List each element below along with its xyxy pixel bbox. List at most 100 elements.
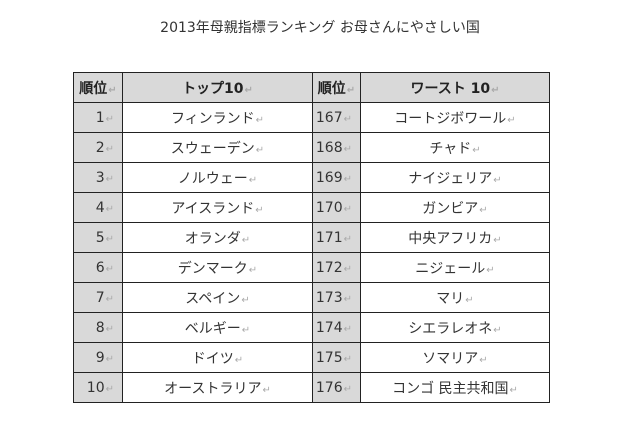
return-mark-icon: ↵ — [105, 143, 114, 155]
worst-rank-cell-text: 175 — [315, 349, 343, 366]
return-mark-icon: ↵ — [105, 323, 114, 335]
top-rank-cell-text: 4 — [95, 199, 105, 216]
top-country-cell-text: ベルギー — [184, 320, 241, 337]
worst-country-cell-text: ニジェール — [415, 260, 486, 277]
return-mark-icon: ↵ — [343, 203, 352, 215]
header-rank-right: 順位↵ — [312, 72, 361, 103]
worst-country-cell: ナイジェリア↵ — [360, 162, 550, 193]
worst-country-cell-text: シエラレオネ — [408, 320, 493, 337]
table-row: 10↵ オーストラリア↵ 176↵ コンゴ 民主共和国↵ — [73, 372, 550, 403]
table-row: 1↵ フィンランド↵ 167↵ コートジボワール↵ — [73, 102, 550, 133]
return-mark-icon: ↵ — [346, 84, 356, 96]
top-rank-cell-text: 5 — [95, 229, 105, 246]
return-mark-icon: ↵ — [244, 84, 253, 96]
top-rank-cell-text: 6 — [95, 259, 105, 276]
table-header-row: 順位↵ トップ10↵ 順位↵ ワースト 10↵ — [73, 72, 550, 103]
return-mark-icon: ↵ — [234, 354, 244, 366]
worst-country-cell: シエラレオネ↵ — [360, 312, 550, 343]
return-mark-icon: ↵ — [343, 263, 352, 275]
top-country-cell-text: オランダ — [184, 230, 241, 247]
top-rank-cell: 6↵ — [73, 252, 123, 283]
top-country-cell: オーストラリア↵ — [122, 372, 313, 403]
table-row: 9↵ ドイツ↵ 175↵ ソマリア↵ — [73, 342, 550, 373]
return-mark-icon: ↵ — [465, 294, 474, 306]
worst-rank-cell: 170↵ — [312, 192, 361, 223]
top-rank-cell: 1↵ — [73, 102, 123, 133]
worst-country-cell-text: ガンビア — [422, 200, 479, 217]
top-country-cell: ノルウェー↵ — [122, 162, 313, 193]
table-row: 5↵ オランダ↵ 171↵ 中央アフリカ↵ — [73, 222, 550, 253]
return-mark-icon: ↵ — [241, 294, 250, 306]
worst-country-cell: マリ↵ — [360, 282, 550, 313]
worst-rank-cell-text: 172 — [315, 259, 343, 276]
return-mark-icon: ↵ — [479, 354, 488, 366]
worst-country-cell-text: 中央アフリカ — [408, 230, 493, 247]
worst-rank-cell: 175↵ — [312, 342, 361, 373]
return-mark-icon: ↵ — [255, 204, 264, 216]
worst-rank-cell: 174↵ — [312, 312, 361, 343]
top-rank-cell-text: 2 — [95, 139, 105, 156]
top-country-cell-text: ドイツ — [191, 350, 234, 367]
return-mark-icon: ↵ — [105, 173, 114, 185]
top-rank-cell-text: 8 — [95, 319, 105, 336]
return-mark-icon: ↵ — [241, 324, 251, 336]
return-mark-icon: ↵ — [486, 264, 495, 276]
table-row: 8↵ ベルギー↵ 174↵ シエラレオネ↵ — [73, 312, 550, 343]
worst-rank-cell-text: 170 — [315, 199, 343, 216]
top-country-cell: スペイン↵ — [122, 282, 313, 313]
top-rank-cell: 9↵ — [73, 342, 123, 373]
worst-rank-cell-text: 173 — [315, 289, 343, 306]
return-mark-icon: ↵ — [343, 323, 352, 335]
worst-country-cell-text: マリ — [436, 290, 465, 307]
worst-rank-cell-text: 174 — [315, 319, 343, 336]
top-country-cell-text: スペイン — [185, 290, 241, 307]
worst-country-cell: 中央アフリカ↵ — [360, 222, 550, 253]
top-country-cell-text: ノルウェー — [177, 170, 248, 187]
worst-country-cell: ニジェール↵ — [360, 252, 550, 283]
worst-country-cell-text: チャド — [429, 140, 472, 157]
return-mark-icon: ↵ — [262, 384, 271, 396]
worst-rank-cell: 167↵ — [312, 102, 361, 133]
top-country-cell: ドイツ↵ — [122, 342, 313, 373]
top-country-cell: ベルギー↵ — [122, 312, 313, 343]
header-worst10: ワースト 10↵ — [360, 72, 550, 103]
header-top10: トップ10↵ — [122, 72, 313, 103]
return-mark-icon: ↵ — [105, 383, 114, 395]
table-row: 6↵ デンマーク↵ 172↵ ニジェール↵ — [73, 252, 550, 283]
ranking-table: 順位↵ トップ10↵ 順位↵ ワースト 10↵ 1↵ フィンランド↵ 167↵ コート… — [73, 72, 550, 403]
return-mark-icon: ↵ — [343, 143, 352, 155]
top-country-cell: スウェーデン↵ — [122, 132, 313, 163]
return-mark-icon: ↵ — [507, 114, 516, 126]
return-mark-icon: ↵ — [248, 174, 258, 186]
return-mark-icon: ↵ — [108, 84, 117, 96]
return-mark-icon: ↵ — [255, 144, 265, 156]
header-rank-left: 順位↵ — [73, 72, 123, 103]
table-row: 4↵ アイスランド↵ 170↵ ガンビア↵ — [73, 192, 550, 223]
worst-country-cell-text: コートジボワール — [394, 110, 507, 127]
return-mark-icon: ↵ — [343, 173, 352, 185]
top-country-cell-text: スウェーデン — [170, 140, 255, 157]
worst-country-cell-text: コンゴ 民主共和国 — [392, 380, 509, 397]
worst-rank-cell: 171↵ — [312, 222, 361, 253]
return-mark-icon: ↵ — [493, 324, 502, 336]
top-country-cell: オランダ↵ — [122, 222, 313, 253]
top-country-cell: アイスランド↵ — [122, 192, 313, 223]
top-rank-cell: 8↵ — [73, 312, 123, 343]
top-country-cell-text: アイスランド — [171, 200, 255, 217]
return-mark-icon: ↵ — [491, 84, 500, 96]
return-mark-icon: ↵ — [493, 174, 502, 186]
return-mark-icon: ↵ — [509, 384, 518, 396]
return-mark-icon: ↵ — [241, 234, 251, 246]
page-title: 2013年母親指標ランキング お母さんにやさしい国 — [160, 20, 480, 36]
worst-country-cell: ガンビア↵ — [360, 192, 550, 223]
top-country-cell-text: デンマーク — [177, 260, 248, 277]
worst-rank-cell-text: 176 — [315, 379, 343, 396]
top-rank-cell-text: 7 — [95, 289, 105, 306]
worst-country-cell: コートジボワール↵ — [360, 102, 550, 133]
worst-country-cell: チャド↵ — [360, 132, 550, 163]
return-mark-icon: ↵ — [255, 114, 265, 126]
return-mark-icon: ↵ — [343, 233, 352, 245]
worst-rank-cell: 173↵ — [312, 282, 361, 313]
return-mark-icon: ↵ — [105, 203, 114, 215]
return-mark-icon: ↵ — [479, 204, 488, 216]
